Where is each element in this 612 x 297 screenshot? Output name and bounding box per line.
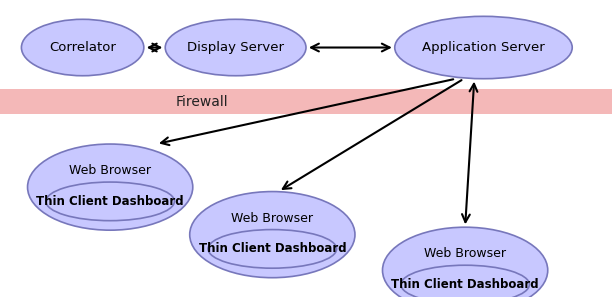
Bar [0, 89, 612, 114]
Text: Display Server: Display Server [187, 41, 284, 54]
Text: Web Browser: Web Browser [69, 164, 151, 177]
Ellipse shape [395, 16, 572, 79]
Text: Web Browser: Web Browser [424, 247, 506, 260]
Ellipse shape [21, 19, 144, 76]
Text: Thin Client Dashboard: Thin Client Dashboard [391, 278, 539, 291]
Text: Thin Client Dashboard: Thin Client Dashboard [198, 242, 346, 255]
Ellipse shape [382, 227, 548, 297]
Text: Correlator: Correlator [49, 41, 116, 54]
Text: Application Server: Application Server [422, 41, 545, 54]
Ellipse shape [190, 192, 355, 278]
Ellipse shape [46, 182, 174, 221]
Ellipse shape [208, 230, 337, 268]
Ellipse shape [28, 144, 193, 230]
Text: Thin Client Dashboard: Thin Client Dashboard [36, 195, 184, 208]
Text: Web Browser: Web Browser [231, 212, 313, 225]
Ellipse shape [165, 19, 306, 76]
Ellipse shape [401, 265, 529, 297]
Text: Firewall: Firewall [176, 95, 228, 109]
